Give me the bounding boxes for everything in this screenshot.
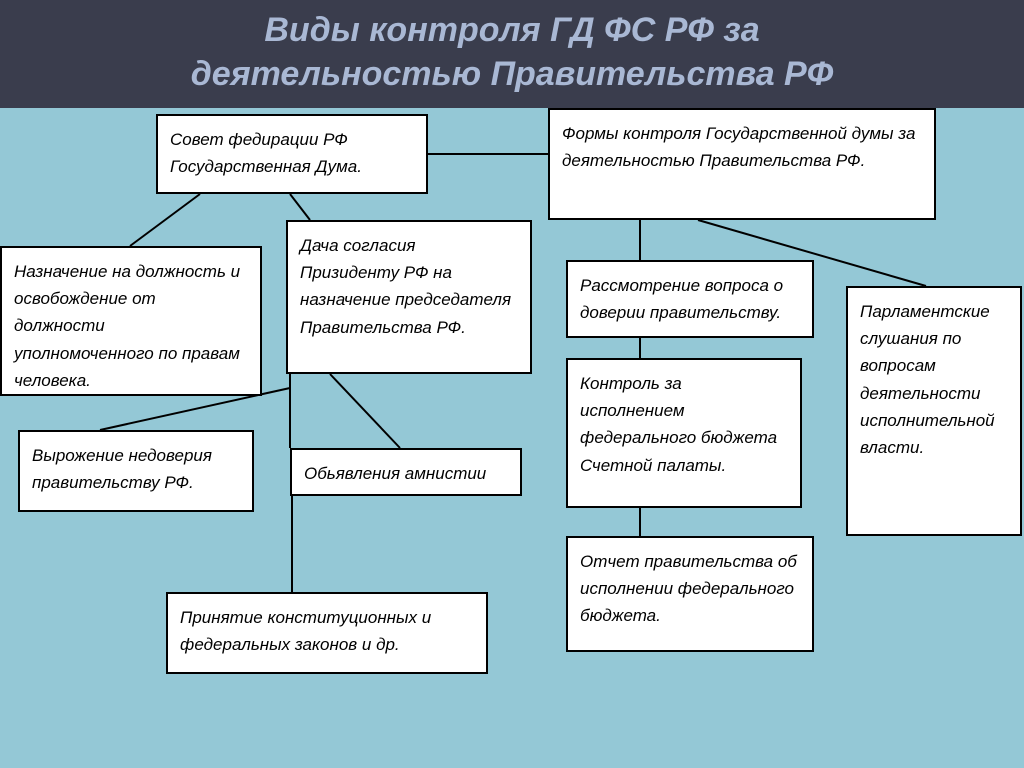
- title-line-2: деятельностью Правительства РФ: [0, 52, 1024, 96]
- title-line-1: Виды контроля ГД ФС РФ за: [0, 8, 1024, 52]
- box-sf-gd: Совет федирации РФГосударственная Дума.: [156, 114, 428, 194]
- box-amnesty: Обьявления амнистии: [290, 448, 522, 496]
- page-header: Виды контроля ГД ФС РФ за деятельностью …: [0, 0, 1024, 108]
- box-forms: Формы контроля Государственной думы за д…: [548, 108, 936, 220]
- box-distrust: Вырожение недоверия правительству РФ.: [18, 430, 254, 512]
- diagram-content: Совет федирации РФГосударственная Дума. …: [0, 108, 1024, 768]
- box-budget-control: Контроль за исполнением федерального бюд…: [566, 358, 802, 508]
- box-confidence: Рассмотрение вопроса о доверии правитель…: [566, 260, 814, 338]
- box-report: Отчет правительства об исполнении федера…: [566, 536, 814, 652]
- box-const-laws: Принятие конституционных и федеральных з…: [166, 592, 488, 674]
- box-consent: Дача согласия Призиденту РФ на назначени…: [286, 220, 532, 374]
- box-hearings: Парламентские слушания по вопросам деяте…: [846, 286, 1022, 536]
- box-appoint: Назначение на должность и освобождение о…: [0, 246, 262, 396]
